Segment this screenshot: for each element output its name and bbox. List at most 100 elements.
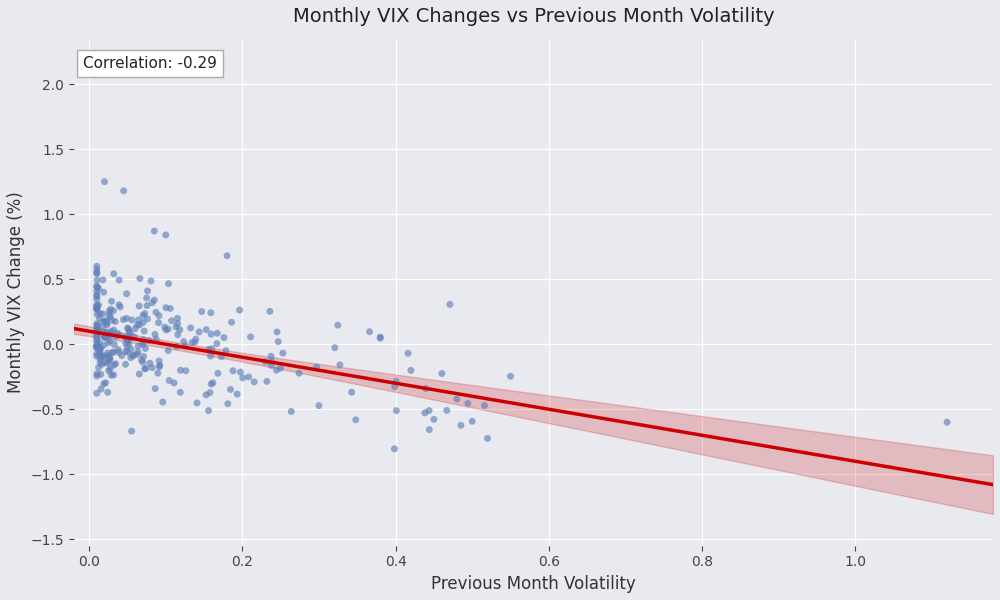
Point bbox=[89, 341, 105, 351]
Point bbox=[92, 309, 108, 319]
Point bbox=[117, 332, 133, 342]
Point bbox=[118, 346, 134, 356]
Point bbox=[96, 331, 112, 340]
Point bbox=[89, 304, 105, 313]
Point bbox=[99, 320, 115, 330]
Point bbox=[241, 372, 257, 382]
Point bbox=[99, 318, 115, 328]
Point bbox=[97, 316, 113, 326]
Point bbox=[172, 325, 188, 335]
Point bbox=[148, 334, 164, 344]
Point bbox=[96, 351, 112, 361]
Point bbox=[160, 324, 176, 334]
Point bbox=[169, 314, 185, 323]
Point bbox=[152, 361, 168, 370]
Point bbox=[139, 293, 155, 303]
Point bbox=[372, 334, 388, 343]
Point bbox=[235, 373, 251, 383]
Point bbox=[164, 316, 180, 326]
Point bbox=[120, 324, 136, 334]
Point bbox=[89, 295, 105, 304]
Point bbox=[91, 363, 107, 373]
Point bbox=[89, 325, 105, 334]
Point bbox=[91, 344, 107, 354]
Point bbox=[89, 292, 105, 301]
Point bbox=[130, 341, 146, 351]
Point bbox=[144, 363, 160, 373]
Point bbox=[106, 370, 122, 380]
Point bbox=[102, 336, 118, 346]
Point bbox=[203, 351, 219, 361]
Point bbox=[89, 304, 105, 314]
Point bbox=[116, 186, 132, 196]
Point bbox=[97, 333, 113, 343]
Point bbox=[89, 286, 105, 296]
Point bbox=[135, 340, 151, 349]
Point bbox=[89, 344, 105, 353]
Point bbox=[89, 371, 105, 381]
Point bbox=[118, 359, 134, 369]
Point bbox=[96, 340, 112, 350]
Point bbox=[118, 333, 134, 343]
Point bbox=[89, 323, 105, 333]
Point bbox=[418, 384, 434, 394]
Y-axis label: Monthly VIX Change (%): Monthly VIX Change (%) bbox=[7, 191, 25, 393]
Point bbox=[129, 350, 145, 359]
Point bbox=[439, 406, 455, 415]
Point bbox=[95, 352, 111, 362]
Point bbox=[172, 388, 188, 397]
Point bbox=[218, 346, 234, 355]
Text: Correlation: -0.29: Correlation: -0.29 bbox=[83, 56, 217, 71]
Point bbox=[89, 262, 105, 271]
Point bbox=[158, 230, 174, 240]
Point bbox=[89, 281, 105, 291]
Point bbox=[131, 301, 147, 311]
Point bbox=[178, 366, 194, 376]
Point bbox=[136, 326, 152, 336]
Point bbox=[121, 327, 137, 337]
Point bbox=[89, 319, 105, 329]
Point bbox=[135, 358, 151, 367]
Point bbox=[201, 344, 217, 354]
Point bbox=[89, 301, 105, 310]
Point bbox=[90, 342, 106, 352]
Point bbox=[120, 323, 136, 333]
Title: Monthly VIX Changes vs Previous Month Volatility: Monthly VIX Changes vs Previous Month Vo… bbox=[293, 7, 774, 26]
Point bbox=[92, 346, 108, 355]
Point bbox=[104, 296, 120, 306]
Point bbox=[388, 376, 404, 386]
Point bbox=[95, 322, 111, 332]
Point bbox=[257, 357, 273, 367]
Point bbox=[107, 317, 123, 326]
Point bbox=[89, 337, 105, 347]
Point bbox=[106, 360, 122, 370]
Point bbox=[139, 301, 155, 310]
Point bbox=[216, 333, 232, 343]
Point bbox=[89, 332, 105, 341]
Point bbox=[201, 406, 217, 415]
Point bbox=[158, 303, 174, 313]
Point bbox=[90, 322, 106, 331]
Point bbox=[96, 379, 112, 389]
Point bbox=[184, 338, 200, 347]
Point bbox=[168, 341, 184, 351]
Point bbox=[225, 366, 241, 376]
Point bbox=[122, 328, 138, 338]
Point bbox=[100, 358, 116, 368]
Point bbox=[89, 352, 105, 361]
Point bbox=[151, 356, 167, 366]
Point bbox=[126, 332, 142, 341]
Point bbox=[101, 310, 117, 320]
Point bbox=[143, 276, 159, 286]
Point bbox=[939, 418, 955, 427]
Point bbox=[272, 364, 288, 373]
Point bbox=[108, 332, 124, 341]
Point bbox=[101, 366, 117, 376]
Point bbox=[191, 327, 207, 337]
Point bbox=[309, 362, 325, 372]
Point bbox=[243, 332, 259, 341]
Point bbox=[121, 335, 137, 344]
Point bbox=[203, 329, 219, 339]
Point bbox=[123, 353, 139, 362]
Point bbox=[144, 298, 160, 308]
